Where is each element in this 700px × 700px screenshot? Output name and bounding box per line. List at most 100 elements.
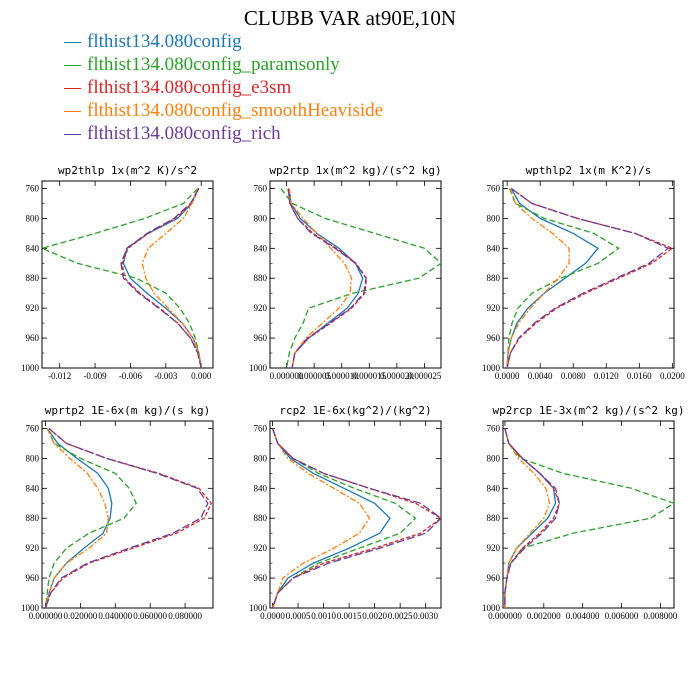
panel-title: wp2rcp 1E-3x(m^2 kg)/(s^2 kg) <box>492 404 684 417</box>
chart-panel: wprtp2 1E-6x(m kg)/(s kg) 760 800 840 880 920… <box>21 404 214 621</box>
x-tick-label: -0.003 <box>154 371 178 381</box>
panel-title: wpthlp2 1x(m K^2)/s <box>526 164 652 177</box>
y-tick-label: 960 <box>26 573 40 583</box>
plot-frame <box>41 420 214 609</box>
legend: flthist134.080config flthist134.080confi… <box>64 30 383 145</box>
y-tick-label: 760 <box>26 423 40 433</box>
series-line <box>504 428 561 608</box>
x-tick-label: 0.006000 <box>605 611 639 621</box>
x-tick-label: 0.0005 <box>286 611 311 621</box>
legend-entry: flthist134.080config_paramsonly <box>64 53 383 76</box>
y-tick-label: 1000 <box>249 603 268 613</box>
x-tick-label: 0.000000 <box>488 611 522 621</box>
series-line <box>120 188 202 368</box>
x-tick-label: 0.0025 <box>388 611 413 621</box>
panel-title: rcp2 1E-6x(kg^2)/(kg^2) <box>279 404 431 417</box>
series-line <box>288 188 353 368</box>
panel-title: wp2thlp 1x(m^2 K)/s^2 <box>58 164 197 177</box>
x-tick-label: 0.080000 <box>168 611 202 621</box>
x-tick-label: 0.0020 <box>362 611 387 621</box>
x-tick-label: 0.0030 <box>413 611 438 621</box>
y-tick-label: 800 <box>26 453 40 463</box>
series-line <box>506 187 670 368</box>
y-tick-label: 840 <box>254 483 268 493</box>
series-line <box>121 188 202 368</box>
y-tick-label: 920 <box>26 543 40 553</box>
y-tick-label: 960 <box>487 333 501 343</box>
series-line <box>504 428 561 608</box>
x-tick-label: -0.012 <box>48 371 71 381</box>
y-tick-label: 760 <box>487 423 501 433</box>
y-tick-label: 960 <box>254 333 268 343</box>
legend-label-3: flthist134.080config_smoothHeaviside <box>87 100 384 121</box>
chart-panel: wp2rcp 1E-3x(m^2 kg)/(s^2 kg) 760 800 840 88… <box>482 404 685 621</box>
series-line <box>44 428 213 608</box>
y-tick-label: 800 <box>487 453 501 463</box>
x-tick-label: 0.000020 <box>380 371 414 381</box>
x-tick-label: 0.0080 <box>561 371 586 381</box>
x-tick-label: 0.000000 <box>270 371 304 381</box>
y-tick-label: 800 <box>254 213 268 223</box>
series-line <box>44 428 137 608</box>
y-tick-label: 880 <box>487 513 501 523</box>
plot-frame <box>269 180 442 369</box>
x-tick-label: 0.0200 <box>660 371 685 381</box>
legend-swatch-2 <box>64 88 81 90</box>
series-line <box>287 188 367 368</box>
plot-frame <box>502 180 675 369</box>
y-tick-label: 880 <box>26 273 40 283</box>
x-tick-label: 0.0120 <box>594 371 619 381</box>
legend-entry: flthist134.080config_e3sm <box>64 76 383 99</box>
y-tick-label: 1000 <box>482 603 501 613</box>
series-line <box>504 428 557 608</box>
x-tick-label: 0.000000 <box>29 611 63 621</box>
legend-swatch-1 <box>64 65 81 67</box>
series-line <box>141 188 202 368</box>
series-line <box>506 188 599 368</box>
series-line <box>271 428 417 608</box>
y-tick-label: 1000 <box>21 603 40 613</box>
y-tick-label: 920 <box>26 303 40 313</box>
x-tick-label: 0.0040 <box>528 371 553 381</box>
y-tick-label: 1000 <box>21 363 40 373</box>
chart-panel: rcp2 1E-6x(kg^2)/(kg^2) 760 800 840 880 920 96… <box>249 404 442 621</box>
y-tick-label: 1000 <box>249 363 268 373</box>
y-tick-label: 920 <box>254 303 268 313</box>
panel-title: wp2rtp 1x(m^2 kg)/(s^2 kg) <box>269 164 441 177</box>
legend-entry: flthist134.080config_smoothHeaviside <box>64 99 383 122</box>
series-line <box>271 428 391 608</box>
series-line <box>42 188 202 368</box>
legend-label-4: flthist134.080config_rich <box>87 123 281 144</box>
series-line <box>271 428 441 608</box>
y-tick-label: 920 <box>254 543 268 553</box>
y-tick-label: 960 <box>26 333 40 343</box>
legend-swatch-0 <box>64 42 81 44</box>
series-line <box>122 188 202 368</box>
x-tick-label: 0.008000 <box>644 611 678 621</box>
series-line <box>44 428 209 608</box>
y-tick-label: 960 <box>254 573 268 583</box>
y-tick-label: 800 <box>487 213 501 223</box>
legend-swatch-4 <box>64 134 81 136</box>
plot-frame <box>502 420 675 609</box>
series-line <box>506 188 620 368</box>
series-line <box>280 188 441 368</box>
x-tick-label: -0.006 <box>119 371 143 381</box>
series-line <box>44 428 109 608</box>
y-tick-label: 880 <box>254 273 268 283</box>
y-tick-label: 840 <box>26 243 40 253</box>
series-line <box>271 428 371 608</box>
x-tick-label: 0.0000 <box>260 611 285 621</box>
x-tick-label: 0.0000 <box>495 371 520 381</box>
legend-entry: flthist134.080config_rich <box>64 122 383 145</box>
chart-title: CLUBB VAR at90E,10N <box>243 6 457 30</box>
series-line <box>504 428 551 608</box>
series-line <box>506 187 674 368</box>
x-tick-label: 0.004000 <box>566 611 600 621</box>
y-tick-label: 840 <box>26 483 40 493</box>
x-tick-label: 0.000005 <box>297 371 331 381</box>
y-tick-label: 840 <box>487 243 501 253</box>
x-tick-label: 0.0015 <box>337 611 362 621</box>
x-tick-label: -0.009 <box>83 371 107 381</box>
